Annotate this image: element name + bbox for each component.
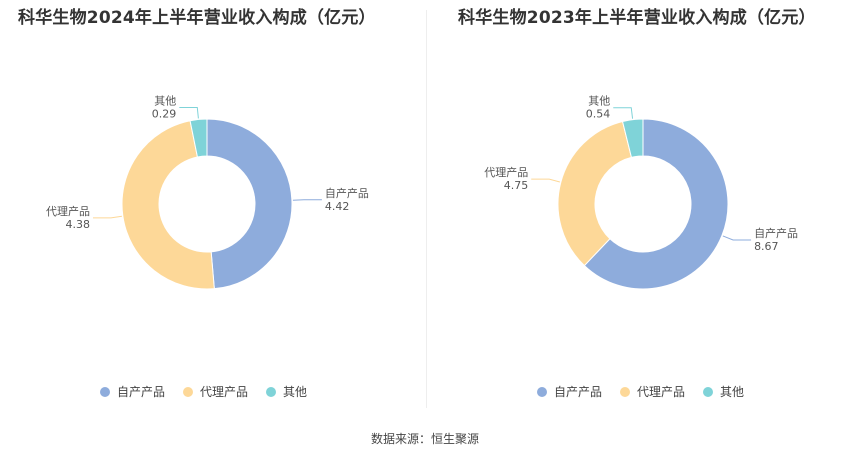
legend-marker-0-agency-products — [183, 387, 193, 397]
slice-label-value-1-agency-products: 4.75 — [504, 179, 529, 192]
legend-label-0-own-products: 自产产品 — [117, 385, 165, 399]
donut-slice-0-agency-products — [121, 120, 215, 290]
legend-marker-1-other — [703, 387, 713, 397]
slice-label-name-0-other: 其他 — [154, 94, 176, 107]
slice-label-value-0-other: 0.29 — [152, 107, 177, 120]
slice-label-value-1-own-products: 8.67 — [754, 240, 779, 253]
donut-slice-0-own-products — [206, 118, 293, 290]
chart-title-2024: 科华生物2024年上半年营业收入构成（亿元） — [18, 8, 376, 28]
legend-label-0-other: 其他 — [283, 385, 307, 399]
legend-marker-1-agency-products — [620, 387, 630, 397]
donut-slice-1-other — [621, 118, 644, 159]
slice-label-name-1-agency-products: 代理产品 — [484, 165, 528, 179]
slice-label-value-0-own-products: 4.42 — [325, 200, 350, 213]
slice-label-name-0-agency-products: 代理产品 — [46, 204, 90, 218]
legend-marker-0-own-products — [100, 387, 110, 397]
legend-marker-1-own-products — [537, 387, 547, 397]
slice-label-value-0-agency-products: 4.38 — [65, 218, 90, 231]
leader-line-1-own-products — [722, 235, 752, 241]
legend-label-1-agency-products: 代理产品 — [637, 385, 685, 399]
panel-divider — [426, 10, 427, 408]
legend-marker-0-other — [266, 387, 276, 397]
leader-line-1-agency-products — [531, 178, 560, 183]
leader-line-0-agency-products — [92, 215, 122, 219]
data-source-note: 数据来源：恒生聚源 — [370, 432, 479, 446]
donut-slice-1-own-products — [583, 118, 729, 290]
legend-label-1-own-products: 自产产品 — [554, 385, 602, 399]
donut-slice-1-agency-products — [557, 120, 633, 267]
slice-label-name-1-other: 其他 — [588, 95, 610, 108]
slice-label-name-0-own-products: 自产产品 — [325, 186, 369, 200]
legend-label-1-other: 其他 — [720, 385, 744, 399]
chart-title-2023: 科华生物2023年上半年营业收入构成（亿元） — [458, 8, 816, 28]
donut-slice-0-other — [189, 118, 208, 158]
leader-line-1-other — [613, 107, 634, 119]
leader-line-0-other — [179, 106, 199, 119]
slice-label-value-1-other: 0.54 — [586, 108, 611, 121]
legend-label-0-agency-products: 代理产品 — [200, 385, 248, 399]
slice-label-name-1-own-products: 自产产品 — [754, 226, 798, 240]
